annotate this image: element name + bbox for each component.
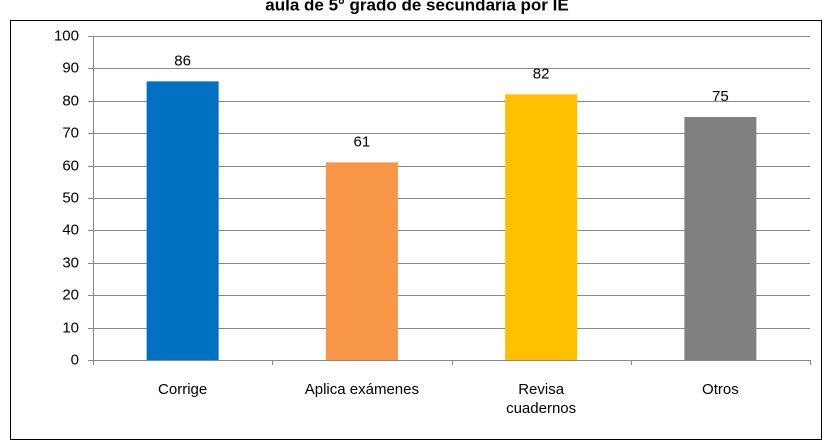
y-tick-label: 10 bbox=[62, 319, 79, 336]
data-label: 86 bbox=[174, 52, 191, 69]
data-label: 75 bbox=[712, 88, 729, 105]
x-tick-label-line: Revisa bbox=[518, 381, 565, 398]
y-tick-label: 50 bbox=[62, 189, 79, 206]
y-tick-label: 80 bbox=[62, 92, 79, 109]
x-tick-label: Aplica exámenes bbox=[305, 381, 419, 398]
y-tick-label: 70 bbox=[62, 124, 79, 141]
bar bbox=[146, 81, 219, 361]
y-tick-label: 100 bbox=[54, 27, 79, 44]
y-tick-label: 40 bbox=[62, 221, 79, 238]
y-tick-label: 60 bbox=[62, 157, 79, 174]
x-tick-label-line: cuadernos bbox=[506, 400, 576, 417]
data-label: 61 bbox=[354, 133, 371, 150]
bar bbox=[684, 117, 757, 360]
bar bbox=[505, 94, 578, 360]
x-tick-label: Corrige bbox=[158, 381, 207, 398]
x-tick-label: Otros bbox=[702, 381, 739, 398]
chart-title: aula de 5° grado de secundaria por IE bbox=[265, 0, 568, 14]
x-tick-label: Revisa cuadernos bbox=[506, 381, 576, 417]
bar bbox=[325, 162, 398, 360]
y-tick-label: 20 bbox=[62, 286, 79, 303]
data-label: 82 bbox=[533, 65, 550, 82]
y-tick-label: 0 bbox=[71, 351, 79, 368]
y-tick-label: 90 bbox=[62, 59, 79, 76]
y-tick-label: 30 bbox=[62, 254, 79, 271]
